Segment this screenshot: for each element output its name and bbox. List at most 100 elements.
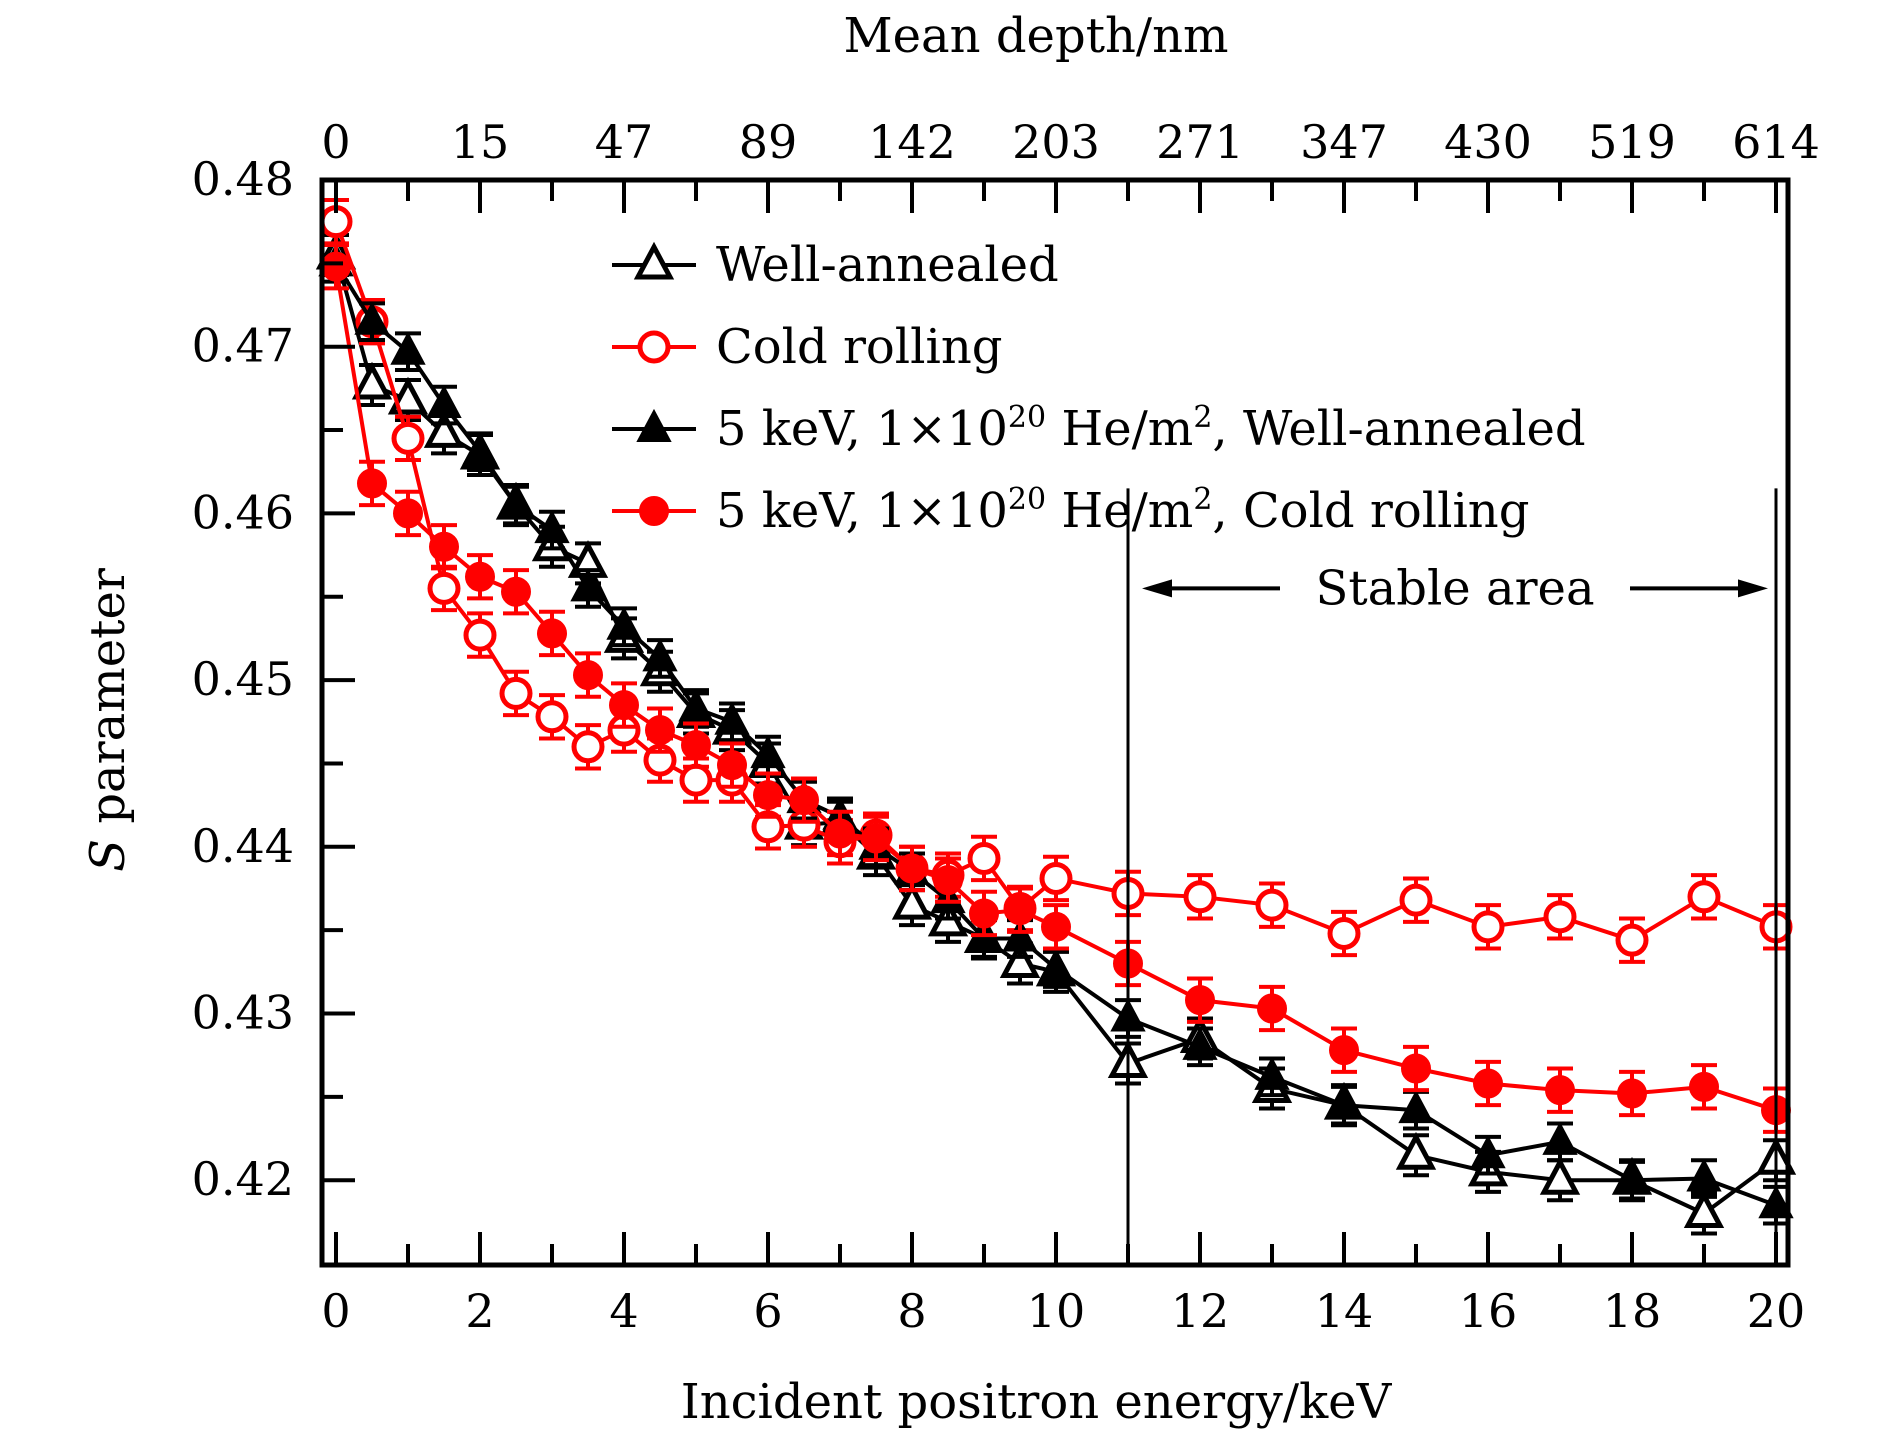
data-point xyxy=(1539,1156,1581,1195)
legend-label: Cold rolling xyxy=(716,319,1003,375)
data-point xyxy=(501,576,531,607)
series-2 xyxy=(318,243,1794,1226)
data-point xyxy=(1545,1075,1575,1106)
x-tick-label: 4 xyxy=(609,1284,638,1338)
data-point xyxy=(681,730,711,761)
x-tick-label: 16 xyxy=(1459,1284,1518,1338)
data-point xyxy=(717,750,747,781)
y-axis-title: S parameter xyxy=(80,568,136,872)
data-point xyxy=(609,690,639,721)
top-tick-label: 142 xyxy=(868,115,956,169)
y-tick-label: 0.45 xyxy=(192,652,294,706)
top-tick-label: 89 xyxy=(739,115,798,169)
data-point xyxy=(354,301,390,335)
data-point xyxy=(897,853,927,884)
x-tick-label: 2 xyxy=(465,1284,494,1338)
legend-item: 5 keV, 1×1020 He/m2, Cold rolling xyxy=(612,482,1529,539)
data-point xyxy=(498,484,534,519)
y-axis-title-rest: parameter xyxy=(80,568,136,839)
legend-label-part: 5 keV, 1×10 xyxy=(716,401,1008,457)
data-point xyxy=(351,361,393,400)
data-point xyxy=(570,568,606,602)
data-point xyxy=(1473,1068,1503,1099)
x-tick-label: 12 xyxy=(1171,1284,1230,1338)
y-axis-title-italic: S xyxy=(80,839,136,872)
x-tick-label: 20 xyxy=(1747,1284,1806,1338)
data-point xyxy=(1401,1053,1431,1084)
top-tick-label: 47 xyxy=(595,115,654,169)
data-point xyxy=(573,660,603,691)
top-tick-label: 271 xyxy=(1156,115,1244,169)
data-point xyxy=(1689,1071,1719,1102)
top-tick-label: 0 xyxy=(321,115,350,169)
data-point xyxy=(1255,888,1289,922)
legend-item: 5 keV, 1×1020 He/m2, Well-annealed xyxy=(612,400,1586,457)
legend-label-part: , Cold rolling xyxy=(1212,483,1529,539)
data-point xyxy=(1683,1190,1725,1229)
y-tick-label: 0.42 xyxy=(192,1152,294,1206)
data-point xyxy=(1395,1131,1437,1170)
data-point xyxy=(462,431,498,465)
plot-area xyxy=(315,198,1797,1236)
arrow-head-right-icon xyxy=(1738,579,1768,598)
data-point xyxy=(423,410,465,448)
stable-area-label: Stable area xyxy=(1315,560,1594,616)
data-point xyxy=(1471,910,1505,944)
data-point xyxy=(753,780,783,811)
data-point xyxy=(1543,900,1577,934)
data-point xyxy=(1615,923,1649,957)
data-point xyxy=(891,881,933,920)
legend-marker-icon xyxy=(639,496,669,526)
data-point xyxy=(1687,880,1721,914)
annotations: Stable area xyxy=(1126,488,1778,1264)
data-point xyxy=(642,638,678,672)
data-point xyxy=(825,818,855,849)
data-point xyxy=(861,823,891,854)
series-3 xyxy=(321,243,1791,1134)
top-tick-label: 430 xyxy=(1444,115,1532,169)
data-point xyxy=(1614,1160,1650,1194)
data-point xyxy=(714,701,750,735)
data-point xyxy=(1039,861,1073,895)
data-point xyxy=(321,251,351,282)
data-point xyxy=(1038,948,1074,982)
data-point xyxy=(571,730,605,764)
legend-label: Well-annealed xyxy=(716,237,1059,293)
data-point xyxy=(390,331,426,365)
data-point xyxy=(387,376,429,415)
data-point xyxy=(427,571,461,605)
x-axis-title: Incident positron energy/keV xyxy=(681,1374,1393,1430)
x-tick-label: 0 xyxy=(321,1284,350,1338)
data-point xyxy=(426,384,462,419)
y-tick-label: 0.46 xyxy=(192,485,294,539)
data-point xyxy=(1326,1085,1362,1119)
x-tick-label: 8 xyxy=(897,1284,926,1338)
data-point xyxy=(1254,1056,1290,1090)
legend-marker-icon xyxy=(633,241,675,280)
x-tick-label: 6 xyxy=(753,1284,782,1338)
y-tick-label: 0.43 xyxy=(192,986,294,1040)
data-point xyxy=(678,688,714,722)
legend-marker-icon xyxy=(637,330,671,364)
y-tick-label: 0.48 xyxy=(192,152,294,206)
data-point xyxy=(1041,911,1071,942)
data-point xyxy=(537,618,567,649)
data-point xyxy=(679,763,713,797)
data-point xyxy=(645,715,675,746)
legend-label-part: 2 xyxy=(1193,400,1212,435)
data-point xyxy=(393,498,423,529)
legend-label-part: 2 xyxy=(1193,482,1212,517)
data-point xyxy=(969,898,999,929)
data-point xyxy=(1005,895,1035,926)
data-point xyxy=(465,561,495,592)
legend-item: Well-annealed xyxy=(612,237,1059,293)
data-point xyxy=(1617,1078,1647,1109)
data-point xyxy=(1182,1026,1218,1060)
data-point xyxy=(357,468,387,499)
data-point xyxy=(534,509,570,544)
data-point xyxy=(1183,880,1217,914)
data-point xyxy=(1399,883,1433,917)
data-point xyxy=(1327,916,1361,950)
top-tick-label: 614 xyxy=(1732,115,1820,169)
legend-label-part: 20 xyxy=(1008,400,1046,435)
